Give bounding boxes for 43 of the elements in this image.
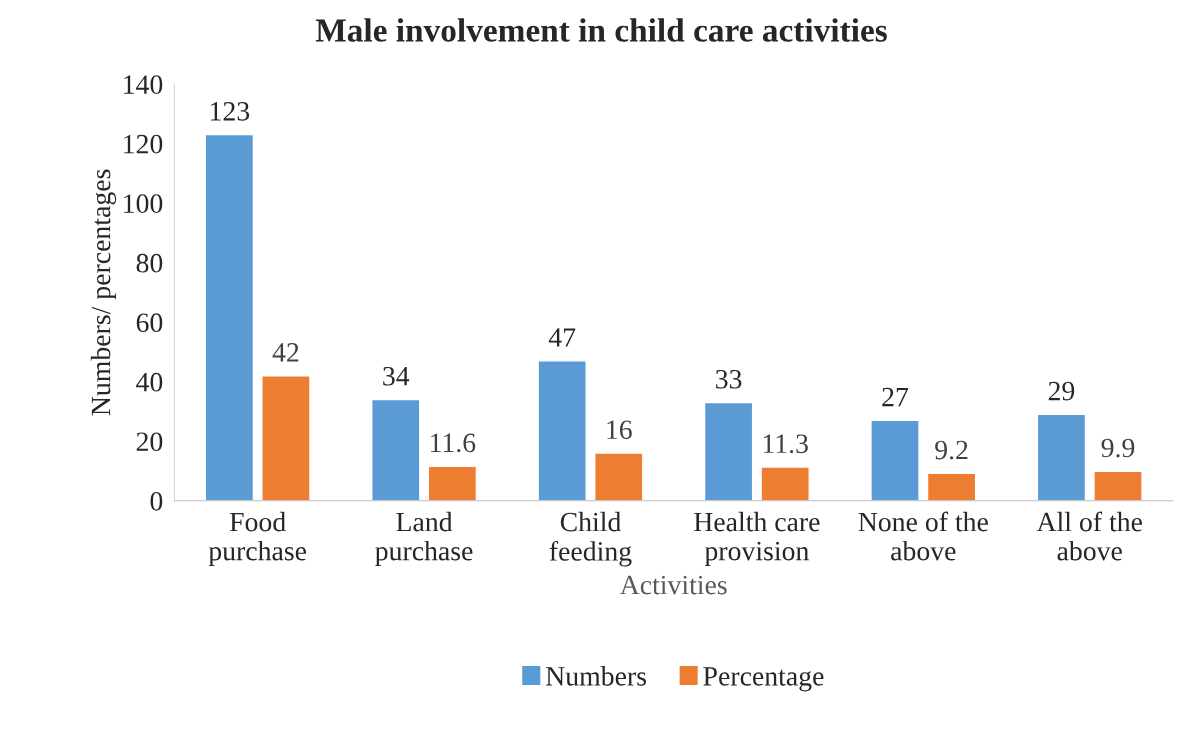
data-label: 34 [383,366,410,386]
x-tick-label: All of the above [1036,511,1142,561]
data-label: 9.2 [935,440,968,460]
data-label: 42 [272,343,299,362]
x-tick-label: Food purchase [208,511,307,567]
bar [594,452,644,501]
bar [870,419,920,501]
data-label: 9.9 [1101,438,1135,458]
y-tick-label: 80 [136,253,163,273]
x-axis-title: Activities [619,575,727,595]
x-tick-label: Land purchase [375,511,473,567]
y-tick-label: 0 [150,491,163,511]
legend-label: Percentage [703,667,824,692]
y-tick-label: 100 [124,194,163,214]
data-label: 29 [1048,381,1075,401]
x-tick-label: Health care provision [694,511,820,567]
bar [261,375,311,501]
data-label: 33 [716,369,742,389]
y-tick-label: 60 [136,313,163,333]
data-label: 11.3 [763,434,808,454]
bar [427,465,478,501]
bar [537,360,587,501]
y-axis-title: Numbers/ percentages [90,169,117,416]
y-tick-label: 140 [124,75,163,94]
bar [1036,413,1087,501]
legend-label: Numbers [545,666,646,686]
y-tick-label: 40 [136,372,163,392]
bar [703,401,754,501]
bar [760,466,810,501]
x-tick-label: None of the above [858,511,988,561]
y-tick-label: 120 [124,134,163,154]
bar [1093,470,1143,501]
x-tick-label: Child feeding [549,511,632,567]
data-label: 123 [210,102,250,121]
chart-title: Male involvement in child care activities [315,18,887,42]
bar [204,133,255,501]
data-label: 47 [548,328,576,347]
bar [371,398,421,501]
data-label: 27 [882,387,909,407]
data-label: 11.6 [431,433,476,453]
bar [926,472,977,501]
y-tick-label: 20 [136,432,163,452]
data-label: 16 [607,420,632,440]
